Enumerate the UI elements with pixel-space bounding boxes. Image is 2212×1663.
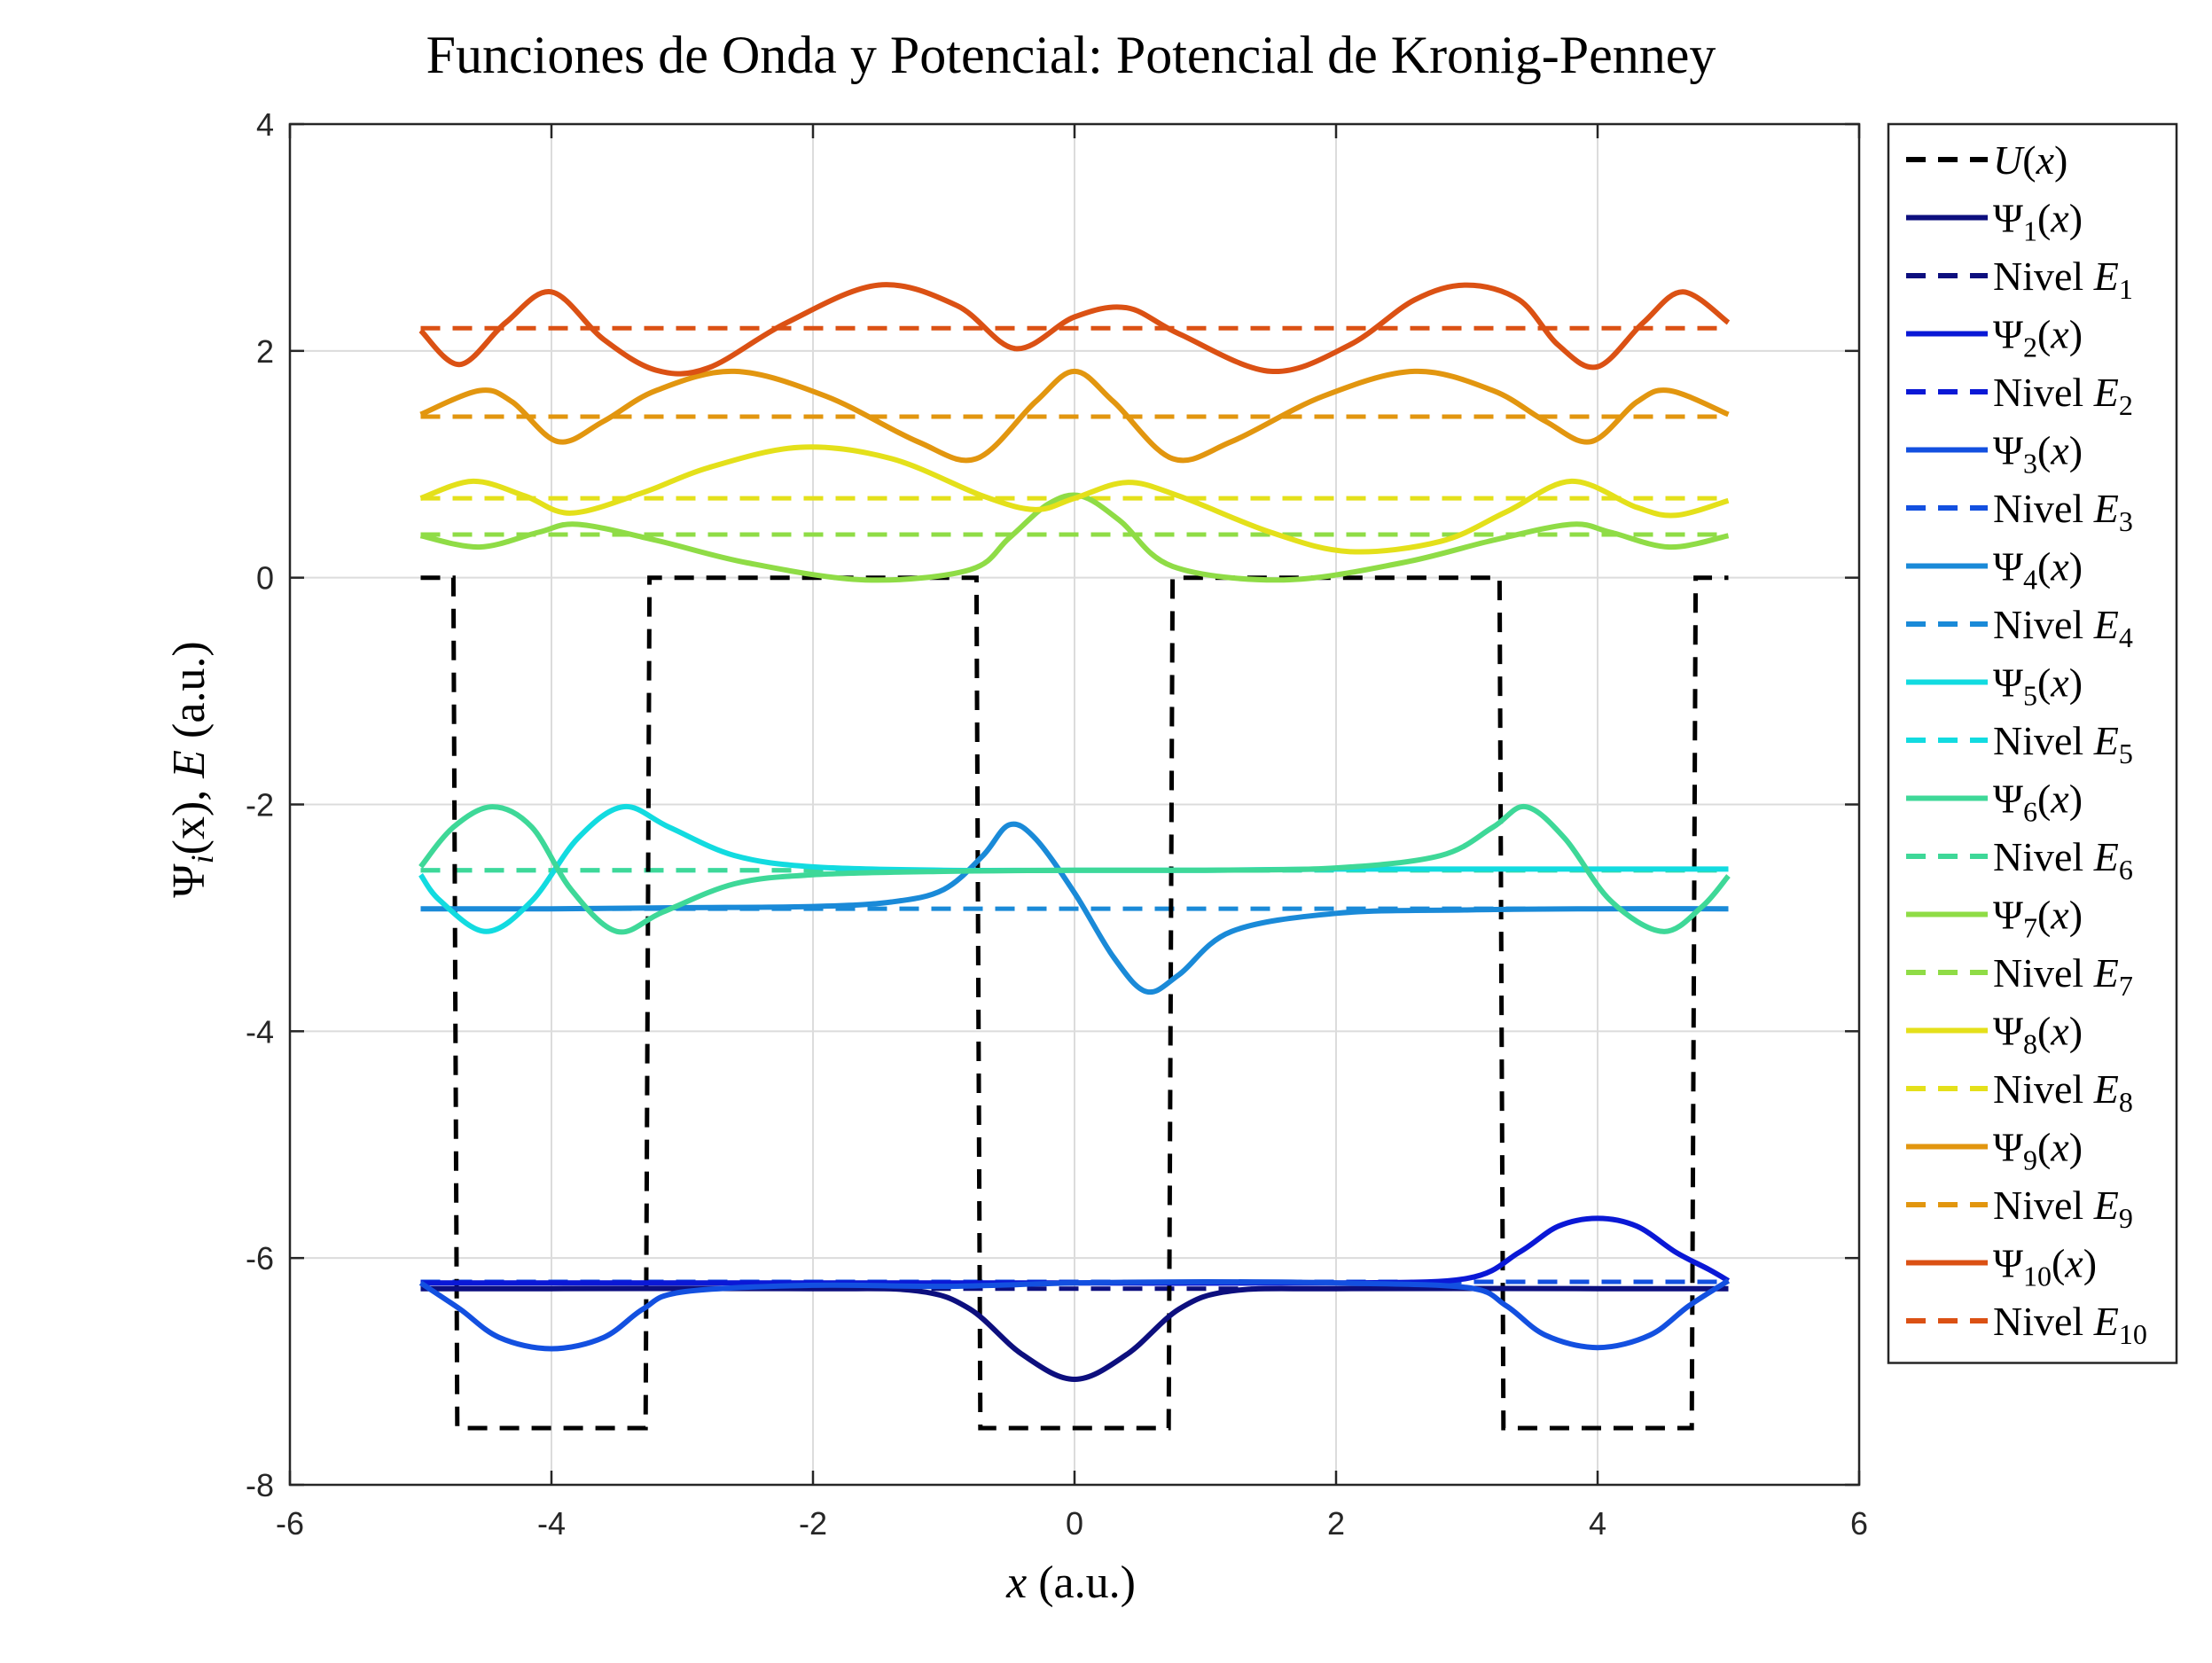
psi-line-9 [419,368,1730,464]
legend-label: Ψ3(x) [1993,428,2083,480]
psi-line-8 [419,444,1730,555]
y-tick-label: 2 [256,333,274,370]
y-tick-label: -2 [246,787,274,824]
psi-line-7 [419,492,1730,583]
y-tick-label: 4 [256,106,274,143]
y-axis-label-sub: i [184,855,220,863]
legend-label: Nivel E6 [1993,834,2133,886]
y-axis-label-E: E [164,750,215,779]
potential-line [420,575,1729,1431]
legend-box [1887,122,2178,1364]
legend-label: Ψ10(x) [1993,1241,2097,1292]
legend-label: Nivel E5 [1993,718,2133,769]
legend-label: Ψ9(x) [1993,1125,2083,1176]
legend-label: Nivel E9 [1993,1183,2133,1234]
legend-label: Ψ7(x) [1993,893,2083,944]
x-axis-label-units: (a.u.) [1027,1558,1136,1608]
x-tick-label: -4 [537,1505,566,1542]
legend-label: Nivel E7 [1993,950,2133,1002]
y-tick-label: 0 [256,560,274,597]
legend-label: Ψ5(x) [1993,660,2083,712]
psi-line-5 [418,804,1729,934]
legend-label: Ψ6(x) [1993,777,2083,828]
y-axis-label-psi: Ψ [164,863,215,898]
x-axis-label-var: x [1005,1558,1027,1608]
chart-title: Funciones de Onda y Potencial: Potencial… [426,26,1716,84]
legend-label: Nivel E3 [1993,486,2133,537]
x-tick-label: 4 [1589,1505,1606,1542]
legend-label: Ψ8(x) [1993,1009,2083,1060]
x-tick-label: 0 [1066,1505,1083,1542]
y-tick-label: -8 [246,1467,274,1503]
legend-label: Nivel E10 [1993,1299,2147,1350]
x-tick-label: -6 [276,1505,304,1542]
legend: U(x) Ψ1(x) Nivel E1 Ψ2(x) Nivel E2 Ψ3(x) Nivel… [1887,122,2178,1364]
y-axis-label-mid: (x), [164,778,215,855]
legend-label: Nivel E1 [1993,254,2133,305]
y-axis-label: Ψi(x), E (a.u.) [164,641,220,898]
legend-label: Ψ2(x) [1993,312,2083,363]
legend-label: U(x) [1993,137,2067,183]
psi-line-4 [420,821,1729,995]
y-tick-label: -6 [246,1240,274,1277]
x-tick-label: -2 [799,1505,827,1542]
legend-label: Ψ1(x) [1993,196,2083,247]
series-layer [418,282,1731,1431]
y-tick-label: -4 [246,1013,274,1050]
psi-line-10 [418,282,1731,377]
x-tick-label: 2 [1327,1505,1345,1542]
y-axis-label-units: (a.u.) [164,641,215,750]
x-tick-label: 6 [1850,1505,1868,1542]
legend-label: Nivel E8 [1993,1066,2133,1118]
psi-line-6 [418,804,1731,935]
x-axis-label: x (a.u.) [1005,1558,1136,1608]
legend-label: Ψ4(x) [1993,544,2083,596]
legend-label: Nivel E4 [1993,602,2133,653]
legend-label: Nivel E2 [1993,370,2133,421]
psi-line-3 [418,1278,1731,1352]
